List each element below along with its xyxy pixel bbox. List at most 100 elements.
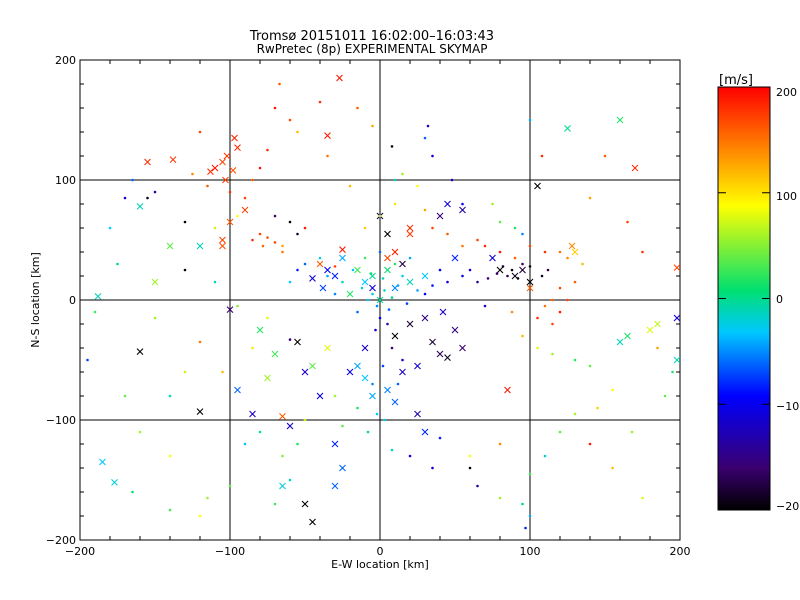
data-point-cross: [354, 362, 361, 370]
data-point-cross: [361, 344, 369, 352]
data-point-cross: [616, 116, 624, 124]
data-point-cross: [331, 272, 339, 280]
data-point-cross: [414, 410, 421, 418]
data-point-dot: [581, 262, 584, 266]
cross-stroke: [316, 392, 324, 400]
data-point-cross: [234, 144, 241, 151]
data-point-dot: [296, 130, 299, 134]
data-point-dot: [86, 358, 89, 362]
data-point-cross: [504, 386, 511, 394]
data-point-cross: [436, 212, 444, 220]
cross-stroke: [339, 464, 346, 472]
data-point-cross: [324, 132, 331, 139]
cross-stroke: [361, 278, 369, 286]
data-point-dot: [206, 496, 209, 500]
data-point-dot: [495, 272, 499, 275]
data-point-cross: [99, 458, 106, 466]
data-point-dot: [656, 346, 659, 350]
data-point-dot: [408, 256, 412, 260]
data-point-cross: [673, 314, 680, 322]
data-point-dot: [446, 232, 449, 236]
data-point-dot: [198, 514, 202, 518]
cross-stroke: [219, 236, 226, 244]
cross-stroke: [294, 338, 301, 346]
data-point-cross: [631, 164, 639, 172]
data-point-dot: [641, 250, 644, 254]
data-point-cross: [421, 272, 429, 280]
data-point-dot: [528, 472, 532, 476]
data-point-cross: [384, 230, 391, 238]
data-point-dot: [630, 430, 634, 434]
cross-stroke: [196, 242, 204, 250]
data-point-dot: [273, 502, 277, 506]
cross-stroke: [391, 332, 399, 340]
cross-stroke: [414, 362, 421, 370]
cross-stroke: [331, 482, 339, 490]
cross-stroke: [526, 284, 534, 292]
data-point-dot: [546, 268, 550, 272]
data-point-dot: [378, 250, 382, 254]
data-point-dot: [521, 334, 524, 338]
data-point-dot: [431, 284, 434, 287]
data-point-dot: [513, 226, 517, 230]
data-point-dot: [390, 346, 394, 350]
data-point-dot: [468, 268, 472, 272]
data-point-dot: [483, 304, 487, 308]
cross-stroke: [169, 156, 177, 163]
data-point-cross: [279, 482, 286, 490]
data-point-dot: [383, 418, 386, 422]
data-point-dot: [671, 370, 674, 374]
data-point-cross: [301, 500, 309, 508]
data-point-dot: [288, 338, 292, 341]
data-point-cross: [391, 248, 399, 256]
data-point-cross: [316, 392, 324, 400]
cross-stroke: [451, 254, 459, 262]
data-point-cross: [286, 422, 294, 430]
data-point-cross: [406, 230, 414, 238]
data-point-cross: [196, 242, 204, 250]
data-point-dot: [258, 232, 262, 236]
data-point-dot: [183, 370, 187, 374]
cross-stroke: [316, 260, 324, 268]
data-point-dot: [251, 238, 254, 242]
data-point-dot: [266, 236, 269, 239]
data-point-dot: [543, 304, 547, 308]
data-point-dot: [510, 268, 514, 272]
data-point-dot: [303, 262, 307, 266]
data-point-dot: [596, 406, 599, 410]
data-point-dot: [258, 430, 262, 434]
data-point-dot: [138, 430, 142, 434]
cross-stroke: [369, 272, 376, 280]
data-point-dot: [386, 322, 389, 326]
cross-stroke: [564, 125, 571, 132]
data-point-cross: [489, 254, 496, 262]
data-point-cross: [219, 158, 226, 166]
data-point-dot: [243, 196, 247, 200]
cross-stroke: [331, 272, 339, 280]
data-point-dot: [228, 484, 232, 488]
data-point-dot: [131, 490, 134, 494]
cross-stroke: [229, 167, 237, 174]
data-point-dot: [396, 284, 400, 287]
data-point-cross: [316, 260, 324, 268]
data-point-cross: [564, 125, 571, 132]
data-point-dot: [558, 430, 562, 434]
data-point-dot: [551, 352, 554, 356]
data-point-cross: [414, 362, 421, 370]
data-point-dot: [416, 184, 419, 188]
data-point-cross: [207, 168, 214, 175]
x-tick-label: −100: [215, 545, 245, 558]
data-point-dot: [296, 232, 299, 236]
data-point-dot: [416, 289, 419, 292]
cross-stroke: [391, 398, 399, 406]
data-point-dot: [371, 292, 374, 296]
cross-stroke: [519, 266, 526, 274]
data-point-cross: [339, 246, 346, 253]
data-point-dot: [573, 412, 577, 416]
data-point-cross: [229, 167, 237, 174]
cross-stroke: [279, 482, 286, 490]
data-point-cross: [391, 332, 399, 340]
cross-stroke: [444, 354, 451, 361]
data-point-cross: [526, 278, 534, 286]
